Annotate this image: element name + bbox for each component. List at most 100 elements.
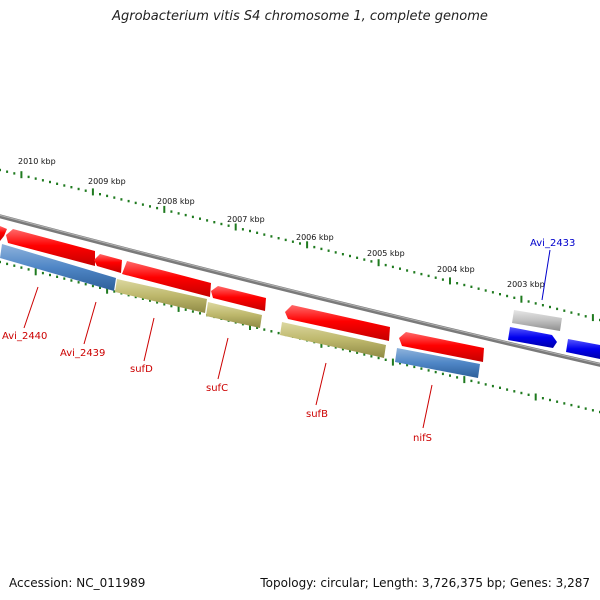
scale-tick (349, 254, 351, 258)
accession-text: Accession: NC_011989 (9, 576, 146, 590)
gene-block[interactable] (395, 348, 480, 378)
gene-arrow[interactable] (211, 286, 266, 311)
gene-label-sufc[interactable]: sufC (206, 383, 228, 394)
inner-tick (363, 353, 366, 356)
gene-block[interactable] (206, 302, 262, 328)
inner-tick (563, 402, 566, 405)
inner-tick (134, 295, 137, 299)
gene-arrow[interactable] (566, 339, 600, 359)
gene-label-avi-2433[interactable]: Avi_2433 (530, 238, 575, 249)
inner-tick (156, 301, 159, 304)
gene-block[interactable] (0, 244, 116, 291)
scale-tick (170, 210, 173, 213)
inner-tick (0, 260, 1, 264)
inner-tick (334, 346, 337, 349)
gene-label-avi-2439[interactable]: Avi_2439 (60, 348, 105, 359)
gene-block[interactable] (280, 322, 386, 358)
scale-tick (449, 277, 451, 285)
inner-tick (256, 326, 259, 329)
scale-tick (177, 212, 180, 215)
scale-tick (263, 233, 266, 236)
inner-tick (534, 393, 537, 401)
scale-tick (191, 215, 194, 219)
inner-tick (320, 340, 323, 348)
scale-tick (313, 245, 316, 249)
gene-label-nifs[interactable]: nifS (413, 433, 432, 444)
inner-tick (113, 290, 116, 293)
gene-arrow[interactable] (285, 305, 390, 341)
inner-tick (584, 407, 587, 410)
scale-tick (391, 265, 394, 269)
chromosome-backbone (0, 214, 600, 367)
gene-arrow[interactable] (94, 254, 122, 273)
inner-tick (241, 323, 244, 326)
scale-tick (341, 253, 344, 256)
inner-tick (249, 323, 251, 330)
scale-tick (163, 205, 166, 213)
inner-tick (56, 275, 59, 278)
gene-arrow[interactable] (399, 332, 484, 362)
kbp-label: 2006 kbp (296, 233, 334, 242)
scale-tick (141, 203, 144, 206)
inner-tick (263, 328, 266, 331)
gene-block[interactable] (512, 310, 562, 331)
scale-tick (227, 224, 230, 227)
inner-tick (34, 268, 37, 276)
inner-tick (384, 358, 387, 361)
inner-tick (49, 273, 51, 277)
inner-tick (456, 376, 459, 379)
scale-tick (120, 198, 123, 201)
leader-line (23, 286, 39, 329)
chromosome-backbone-highlight (0, 214, 600, 365)
scale-tick (41, 179, 44, 182)
scale-tick (77, 187, 80, 191)
scale-tick (534, 302, 537, 305)
scale-tick (13, 172, 16, 175)
inner-tick (184, 308, 187, 311)
scale-tick (84, 189, 87, 192)
scale-tick (27, 175, 30, 179)
scale-tick (327, 249, 330, 252)
gene-arrow[interactable] (6, 229, 95, 266)
kbp-label: 2010 kbp (18, 157, 56, 166)
scale-tick (0, 168, 1, 172)
leader-line (217, 337, 229, 380)
gene-block[interactable] (115, 279, 207, 313)
inner-tick (520, 391, 523, 395)
scale-tick (427, 274, 430, 278)
inner-tick (499, 386, 501, 389)
kbp-label: 2005 kbp (367, 249, 405, 258)
inner-tick (434, 370, 437, 374)
inner-tick (106, 286, 109, 294)
scale-tick (363, 258, 366, 261)
gene-label-sufd[interactable]: sufD (130, 364, 153, 375)
map-title: Agrobacterium vitis S4 chromosome 1, com… (112, 9, 488, 24)
inner-tick (513, 390, 516, 393)
scale-tick (463, 283, 466, 287)
scale-tick (184, 213, 187, 217)
inner-tick (163, 303, 166, 306)
gene-arrow[interactable] (508, 327, 557, 348)
inner-tick (391, 358, 394, 366)
scale-tick (234, 223, 237, 231)
gene-arrow[interactable] (0, 226, 7, 241)
scale-tick (63, 184, 66, 187)
scale-tick (549, 305, 551, 309)
gene-arrow[interactable] (122, 261, 211, 297)
inner-tick (91, 284, 94, 288)
inner-tick (427, 369, 430, 372)
inner-tick (356, 351, 359, 354)
scale-tick (149, 205, 151, 208)
scale-tick (113, 196, 116, 199)
scale-tick (299, 242, 301, 245)
inner-tick (484, 383, 487, 386)
scale-tick (270, 235, 273, 238)
scale-tick (406, 269, 409, 272)
inner-tick (527, 393, 530, 396)
inner-tick (13, 264, 16, 267)
gene-label-avi-2440[interactable]: Avi_2440 (2, 331, 47, 342)
kbp-scale-labels: 2010 kbp 2009 kbp 2008 kbp 2007 kbp 2006 kbp… (18, 157, 545, 289)
gene-labels: Avi_2440 Avi_2439 sufD sufC sufB nifS Av… (2, 238, 575, 444)
scale-tick (91, 188, 94, 196)
gene-label-sufb[interactable]: sufB (306, 409, 328, 420)
